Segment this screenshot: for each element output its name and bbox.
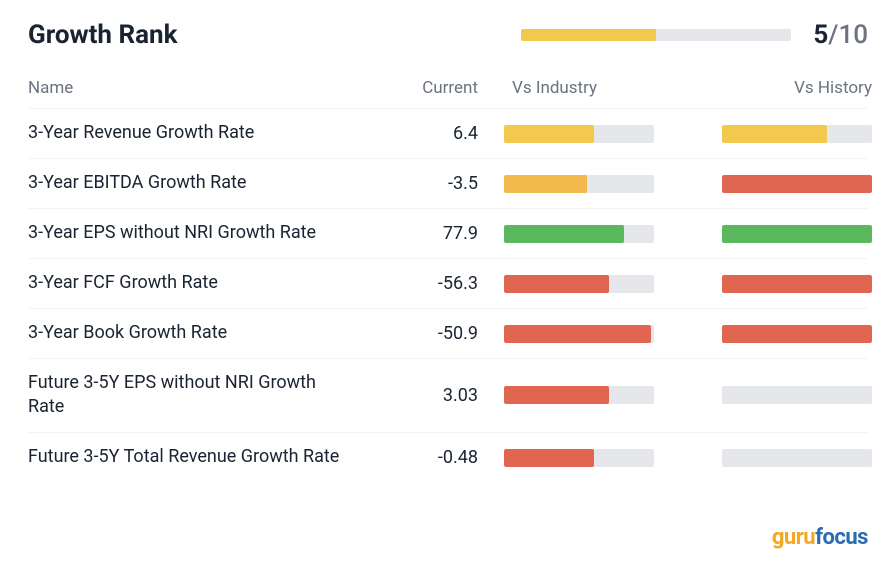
metric-name[interactable]: 3-Year Revenue Growth Rate [28,121,358,145]
vs-history-bar [692,275,872,293]
table-row: 3-Year EPS without NRI Growth Rate 77.9 [28,209,868,259]
column-headers: Name Current Vs Industry Vs History [28,68,868,109]
metric-name[interactable]: 3-Year Book Growth Rate [28,321,358,345]
table-row: Future 3-5Y EPS without NRI Growth Rate 3… [28,359,868,433]
metric-current: 77.9 [366,223,496,244]
col-name: Name [28,78,358,98]
vs-history-bar [692,175,872,193]
table-row: 3-Year Book Growth Rate -50.9 [28,309,868,359]
col-vs-industry: Vs Industry [504,78,684,98]
metric-name[interactable]: 3-Year EPS without NRI Growth Rate [28,221,358,245]
header: Growth Rank 5/10 [28,20,868,68]
col-vs-history: Vs History [692,78,872,98]
metric-name[interactable]: 3-Year FCF Growth Rate [28,271,358,295]
table-row: Future 3-5Y Total Revenue Growth Rate -0.… [28,433,868,483]
rank-bar [521,29,791,41]
metric-current: 3.03 [366,385,496,406]
vs-industry-bar [504,386,684,404]
metric-current: -3.5 [366,173,496,194]
gurufocus-logo: gurufocus [772,525,868,550]
metric-current: -56.3 [366,273,496,294]
table-row: 3-Year EBITDA Growth Rate -3.5 [28,159,868,209]
vs-history-bar [692,386,872,404]
rank-denominator: /10 [828,20,868,50]
logo-part1: guru [772,525,815,550]
rank-bar-fill [521,29,656,41]
vs-industry-bar [504,175,684,193]
vs-industry-bar [504,275,684,293]
vs-industry-bar [504,325,684,343]
logo-part2: focus [815,525,868,550]
rank-group: 5/10 [521,20,868,50]
rank-numerator: 5 [813,20,828,50]
page-title: Growth Rank [28,20,177,50]
metric-name[interactable]: Future 3-5Y EPS without NRI Growth Rate [28,371,358,420]
table-row: 3-Year FCF Growth Rate -56.3 [28,259,868,309]
rank-score: 5/10 [813,20,868,50]
table-body: 3-Year Revenue Growth Rate 6.4 3-Year EBIT… [28,109,868,483]
vs-history-bar [692,125,872,143]
metric-name[interactable]: 3-Year EBITDA Growth Rate [28,171,358,195]
metric-current: 6.4 [366,123,496,144]
metric-name[interactable]: Future 3-5Y Total Revenue Growth Rate [28,445,358,469]
metric-current: -50.9 [366,323,496,344]
vs-industry-bar [504,125,684,143]
vs-history-bar [692,449,872,467]
col-current: Current [366,78,496,98]
vs-history-bar [692,325,872,343]
vs-industry-bar [504,225,684,243]
vs-history-bar [692,225,872,243]
table-row: 3-Year Revenue Growth Rate 6.4 [28,109,868,159]
metric-current: -0.48 [366,447,496,468]
vs-industry-bar [504,449,684,467]
